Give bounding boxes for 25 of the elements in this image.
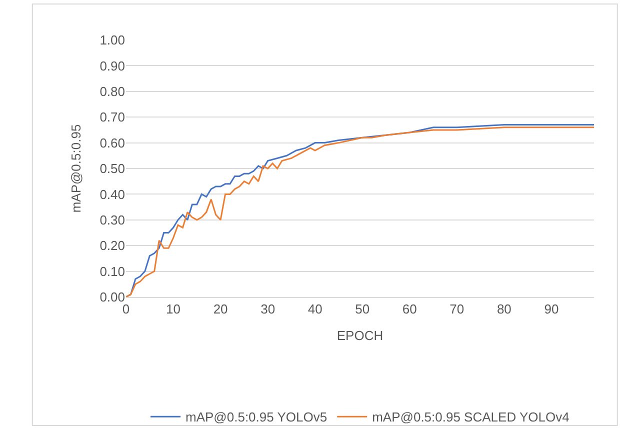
x-tick-label: 0 [122, 302, 130, 317]
x-tick-label: 40 [308, 302, 322, 317]
legend-label: mAP@0.5:0.95 SCALED YOLOv4 [372, 410, 570, 425]
y-tick-label: 0.30 [100, 212, 125, 228]
y-tick-label: 0.70 [100, 110, 125, 125]
y-tick-label: 0.60 [100, 135, 125, 150]
x-tick-label: 10 [166, 302, 181, 317]
y-tick-label: 0.50 [100, 161, 125, 176]
x-axis-title: EPOCH [336, 328, 384, 344]
y-tick-label: 0.10 [100, 264, 125, 279]
x-tick-label: 60 [402, 302, 417, 317]
y-tick-label: 0.80 [100, 84, 125, 99]
y-tick-label: 0.20 [100, 238, 125, 254]
x-tick-label: 30 [260, 302, 276, 317]
y-tick-label: 1.00 [100, 32, 125, 48]
x-tick-label: 80 [496, 302, 512, 317]
legend-label: mAP@0.5:0.95 YOLOv5 [186, 410, 328, 425]
x-tick-label: 70 [450, 302, 464, 317]
x-tick-label: 50 [355, 302, 370, 317]
y-tick-label: 0.00 [100, 290, 125, 305]
y-tick-label: 0.40 [100, 186, 125, 202]
y-axis-title: mAP@0.5:0.95 [68, 124, 84, 213]
x-tick-label: 90 [544, 302, 559, 317]
x-tick-label: 20 [213, 302, 228, 317]
y-tick-label: 0.90 [100, 58, 125, 74]
